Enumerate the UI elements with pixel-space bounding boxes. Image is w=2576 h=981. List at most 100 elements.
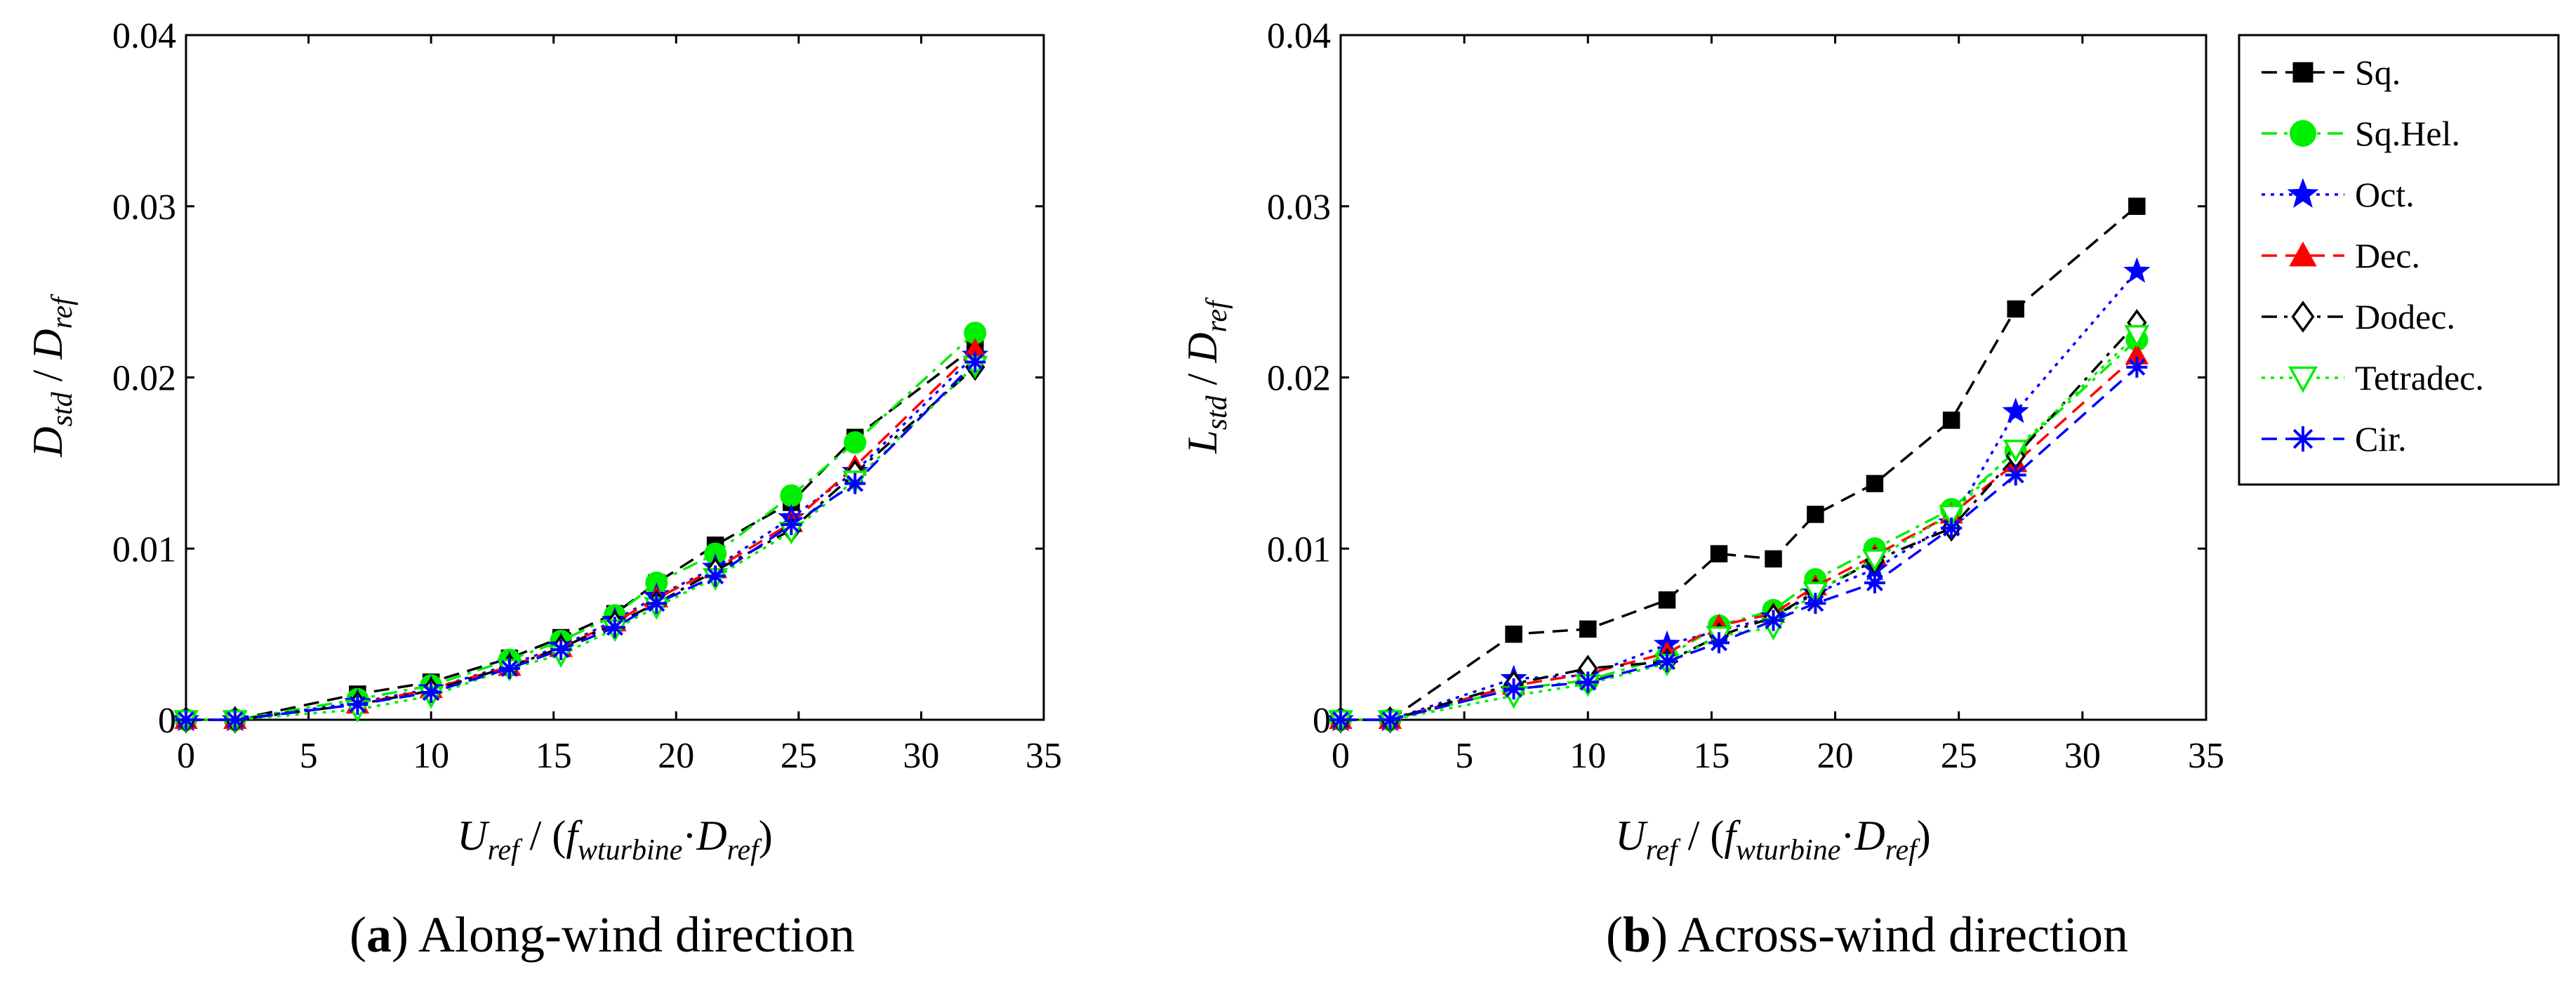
point-cir: [1708, 632, 1729, 654]
point-sq: [1658, 591, 1676, 609]
legend-label: Cir.: [2355, 419, 2407, 459]
legend-label: Dodec.: [2355, 297, 2455, 336]
series-line-dec: [1341, 354, 2138, 721]
point-cir: [175, 709, 197, 730]
point-sq: [1866, 475, 1884, 492]
panel-b-series: [1327, 197, 2151, 734]
x-tick-label: 25: [781, 736, 817, 776]
panel-a-x-axis-label: Uref / (fwturbine·Dref): [457, 812, 773, 867]
x-tick-label: 10: [413, 736, 449, 776]
series-line-cir: [186, 361, 976, 721]
x-tick-label: 15: [536, 736, 572, 776]
point-cir: [1941, 518, 1963, 539]
y-tick-label: 0.03: [1267, 187, 1331, 228]
point-cir: [1657, 651, 1678, 673]
series-line-sq: [186, 345, 976, 721]
series-dodec: [1330, 309, 2147, 734]
point-sq-hel: [844, 431, 867, 454]
series-dodec: [175, 353, 985, 734]
x-tick-label: 35: [1025, 736, 1062, 776]
point-cir: [2126, 356, 2148, 378]
x-tick-label: 20: [658, 736, 694, 776]
point-cir: [550, 639, 572, 661]
series-oct: [1327, 257, 2151, 732]
legend-item-sq: Sq.: [2262, 53, 2401, 92]
series-dec: [174, 338, 987, 729]
legend-item-sq-hel: Sq.Hel.: [2262, 114, 2460, 153]
series-dec: [1329, 343, 2149, 729]
point-cir: [646, 593, 668, 614]
series-sq: [177, 338, 984, 729]
x-tick-label: 20: [1817, 736, 1854, 776]
point-cir: [2005, 464, 2026, 486]
y-tick-label: 0.02: [1267, 359, 1331, 399]
point-tetradec: [2124, 324, 2150, 348]
series-line-oct: [186, 354, 976, 721]
point-cir: [1864, 572, 1885, 593]
point-sq-hel: [780, 484, 803, 507]
series-line-dodec: [1341, 322, 2138, 721]
point-cir: [1805, 593, 1826, 614]
panel-a-along-wind: 0 0.01 0.02 0.03 0.04 0 5 10 15 20 25 30 35 Dstd / …: [25, 16, 1062, 963]
point-cir: [844, 473, 866, 494]
series-sq-hel: [1329, 328, 2149, 731]
y-tick-label: 0.04: [1267, 16, 1331, 56]
series-oct: [172, 341, 989, 732]
series-tetradec: [1328, 324, 2150, 733]
x-tick-label: 5: [300, 736, 318, 776]
panel-b-x-axis: 0 5 10 15 20 25 30 35: [1332, 35, 2224, 776]
point-tetradec: [1802, 581, 1828, 605]
point-tetradec: [2003, 440, 2029, 463]
y-tick-label: 0.04: [112, 16, 176, 56]
y-tick-label: 0.03: [112, 187, 176, 228]
x-tick-label: 15: [1693, 736, 1729, 776]
panel-a-x-axis: 0 5 10 15 20 25 30 35: [177, 35, 1062, 776]
point-cir: [347, 694, 369, 716]
series-sq-hel: [175, 322, 987, 731]
legend-item-oct: Oct.: [2262, 175, 2415, 214]
panel-b-across-wind: 0 0.01 0.02 0.03 0.04 0 5 10 15 20 25 30 35 Lstd / …: [1179, 16, 2224, 963]
point-tetradec: [1861, 549, 1887, 572]
point-sq: [1505, 625, 1522, 643]
series-line-dec: [186, 349, 976, 721]
series-line-cir: [1341, 366, 2138, 721]
panel-b-y-axis-label: Lstd / Dref: [1179, 297, 1233, 454]
series-line-tetradec: [1341, 334, 2138, 721]
point-cir: [604, 617, 625, 638]
series-line-sq-hel: [1341, 338, 2138, 721]
panel-a-y-axis-label: Dstd / Dref: [25, 294, 79, 458]
y-tick-label: 0: [158, 701, 176, 741]
point-oct: [2002, 397, 2029, 423]
point-cir: [1577, 671, 1599, 693]
legend-marker-tetradec: [2288, 366, 2318, 393]
panel-a-series: [172, 322, 989, 734]
point-sq: [1765, 550, 1782, 568]
point-cir: [224, 709, 246, 730]
legend-item-tetradec: Tetradec.: [2262, 358, 2484, 397]
point-sq: [1942, 412, 1960, 429]
x-tick-label: 0: [1332, 736, 1350, 776]
point-sq: [2128, 197, 2146, 215]
point-cir: [1762, 610, 1784, 631]
panel-a-y-axis: 0 0.01 0.02 0.03 0.04: [112, 16, 1044, 741]
legend-marker-dodec: [2291, 301, 2315, 333]
x-tick-label: 0: [177, 736, 195, 776]
legend-label: Dec.: [2355, 236, 2420, 275]
legend-marker-sq-hel: [2290, 120, 2316, 147]
series-sq: [1332, 197, 2146, 729]
point-sq: [1710, 545, 1728, 562]
legend: Sq. Sq.Hel. Oct. Dec. Dodec. Tetradec. Cir.: [2238, 34, 2560, 486]
y-tick-label: 0.02: [112, 359, 176, 399]
point-cir: [420, 682, 442, 703]
point-sq: [1579, 620, 1597, 638]
point-cir: [1379, 709, 1401, 730]
x-tick-label: 30: [903, 736, 939, 776]
panel-b-y-axis: 0 0.01 0.02 0.03 0.04: [1267, 16, 2206, 741]
legend-item-dodec: Dodec.: [2262, 297, 2455, 336]
point-cir: [781, 514, 802, 536]
legend-label: Sq.: [2355, 53, 2401, 92]
y-tick-label: 0.01: [112, 529, 176, 569]
legend-label: Sq.Hel.: [2355, 114, 2460, 153]
point-oct: [2123, 257, 2151, 283]
